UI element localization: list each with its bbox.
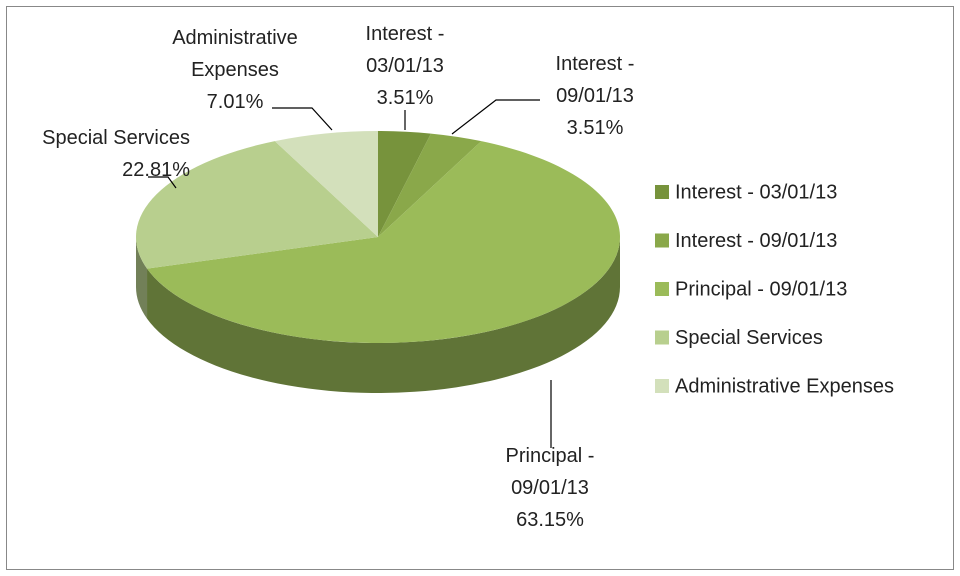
slice	[378, 133, 482, 237]
leader-line	[148, 176, 177, 189]
legend-label: Special Services	[675, 327, 823, 349]
data-label: Special Services 22.81%	[0, 122, 190, 186]
legend-swatch	[655, 330, 669, 345]
leader-line	[451, 99, 540, 135]
data-label-value: 3.51%	[376, 87, 434, 109]
data-label-value: 7.01%	[206, 91, 264, 113]
slice	[135, 141, 378, 269]
data-label-value: 63.15%	[516, 509, 584, 531]
legend-swatch	[655, 185, 669, 199]
legend-swatch	[655, 379, 669, 393]
legend-label: Administrative Expenses	[675, 375, 894, 397]
slice	[378, 131, 431, 237]
slice	[274, 131, 378, 237]
data-label-category: Principal - 09/01/13	[505, 445, 595, 499]
legend-label: Principal - 09/01/13	[675, 278, 847, 300]
slice-side	[147, 237, 620, 393]
legend-label: Interest - 09/01/13	[675, 230, 837, 252]
legend: Interest - 03/01/13 Interest - 09/01/13 Pr…	[655, 181, 894, 397]
leader-line	[272, 107, 333, 131]
data-label-category: Administrative Expenses	[172, 27, 298, 81]
leader-lines	[148, 99, 552, 448]
legend-swatch	[655, 282, 669, 296]
pie	[135, 131, 620, 393]
data-label-value: 3.51%	[566, 117, 624, 139]
slice	[147, 141, 620, 343]
slice-side	[136, 237, 148, 319]
legend-label: Interest - 03/01/13	[675, 181, 837, 203]
data-label-category: Interest - 03/01/13	[365, 23, 445, 77]
legend-swatch	[655, 233, 669, 248]
data-label-value: 22.81%	[122, 159, 190, 181]
data-label: Administrative Expenses 7.01%	[150, 22, 320, 118]
data-label: Principal - 09/01/13 63.15%	[490, 440, 610, 536]
data-label-category: Interest - 09/01/13	[555, 53, 635, 107]
data-label: Interest - 03/01/13 3.51%	[355, 18, 455, 114]
data-label: Interest - 09/01/13 3.51%	[540, 48, 650, 144]
data-label-category: Special Services	[42, 127, 190, 149]
